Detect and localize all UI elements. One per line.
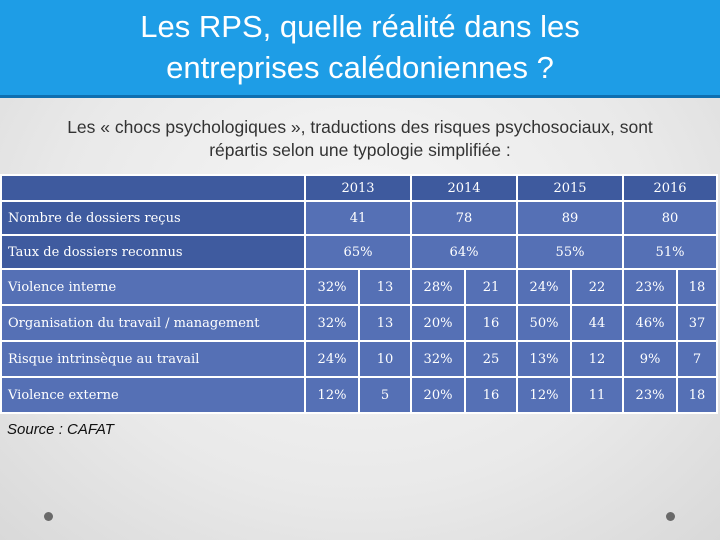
row-label: Taux de dossiers reconnus xyxy=(0,234,306,270)
table-cell: 64% xyxy=(410,234,518,270)
decorative-dot-right xyxy=(666,512,675,521)
table-cell: 24% xyxy=(304,340,360,378)
header-year-2013: 2013 xyxy=(304,174,412,202)
rps-table: 2013 2014 2015 2016 Nombre de dossiers r… xyxy=(0,174,718,414)
table-cell: 10 xyxy=(358,340,412,378)
row-label: Violence externe xyxy=(0,376,306,414)
table-row: Organisation du travail / management 32%… xyxy=(0,304,718,342)
table-cell: 13% xyxy=(516,340,572,378)
table-cell: 7 xyxy=(676,340,718,378)
decorative-dot-left xyxy=(44,512,53,521)
table-row: Violence externe 12% 5 20% 16 12% 11 23%… xyxy=(0,376,718,414)
table-cell: 13 xyxy=(358,268,412,306)
table-cell: 23% xyxy=(622,268,678,306)
subtitle-line-2: répartis selon une typologie simplifiée … xyxy=(209,140,511,160)
table-cell: 16 xyxy=(464,304,518,342)
table-cell: 12% xyxy=(304,376,360,414)
table-cell: 46% xyxy=(622,304,678,342)
row-label: Nombre de dossiers reçus xyxy=(0,200,306,236)
slide-subtitle: Les « chocs psychologiques », traduction… xyxy=(10,116,710,162)
header-empty-cell xyxy=(0,174,306,202)
table-cell: 32% xyxy=(304,268,360,306)
table-cell: 12 xyxy=(570,340,624,378)
table-cell: 11 xyxy=(570,376,624,414)
table-row: Risque intrinsèque au travail 24% 10 32%… xyxy=(0,340,718,378)
table-cell: 21 xyxy=(464,268,518,306)
header-year-2014: 2014 xyxy=(410,174,518,202)
table-cell: 16 xyxy=(464,376,518,414)
title-line-1: Les RPS, quelle réalité dans les xyxy=(140,9,580,44)
table-cell: 20% xyxy=(410,304,466,342)
table-cell: 25 xyxy=(464,340,518,378)
table-cell: 18 xyxy=(676,268,718,306)
table-cell: 9% xyxy=(622,340,678,378)
table-cell: 78 xyxy=(410,200,518,236)
table-cell: 5 xyxy=(358,376,412,414)
subtitle-line-1: Les « chocs psychologiques », traduction… xyxy=(67,117,653,137)
header-year-2015: 2015 xyxy=(516,174,624,202)
slide-title: Les RPS, quelle réalité dans les entrepr… xyxy=(0,0,720,98)
table-row: Taux de dossiers reconnus 65% 64% 55% 51… xyxy=(0,234,718,270)
title-line-2: entreprises calédoniennes ? xyxy=(166,50,554,85)
table-cell: 22 xyxy=(570,268,624,306)
table-cell: 37 xyxy=(676,304,718,342)
table-cell: 23% xyxy=(622,376,678,414)
source-note: Source : CAFAT xyxy=(7,421,114,438)
table-cell: 41 xyxy=(304,200,412,236)
table-row: Violence interne 32% 13 28% 21 24% 22 23… xyxy=(0,268,718,306)
row-label: Risque intrinsèque au travail xyxy=(0,340,306,378)
table-cell: 13 xyxy=(358,304,412,342)
table-cell: 51% xyxy=(622,234,718,270)
table-cell: 44 xyxy=(570,304,624,342)
table-cell: 65% xyxy=(304,234,412,270)
table-cell: 12% xyxy=(516,376,572,414)
table-header-row: 2013 2014 2015 2016 xyxy=(0,174,718,202)
table-cell: 89 xyxy=(516,200,624,236)
table-cell: 32% xyxy=(304,304,360,342)
table-cell: 32% xyxy=(410,340,466,378)
row-label: Organisation du travail / management xyxy=(0,304,306,342)
table-cell: 18 xyxy=(676,376,718,414)
table-cell: 24% xyxy=(516,268,572,306)
table-cell: 20% xyxy=(410,376,466,414)
table-cell: 50% xyxy=(516,304,572,342)
table-row: Nombre de dossiers reçus 41 78 89 80 xyxy=(0,200,718,236)
row-label: Violence interne xyxy=(0,268,306,306)
table-cell: 80 xyxy=(622,200,718,236)
table-cell: 55% xyxy=(516,234,624,270)
header-year-2016: 2016 xyxy=(622,174,718,202)
table-cell: 28% xyxy=(410,268,466,306)
